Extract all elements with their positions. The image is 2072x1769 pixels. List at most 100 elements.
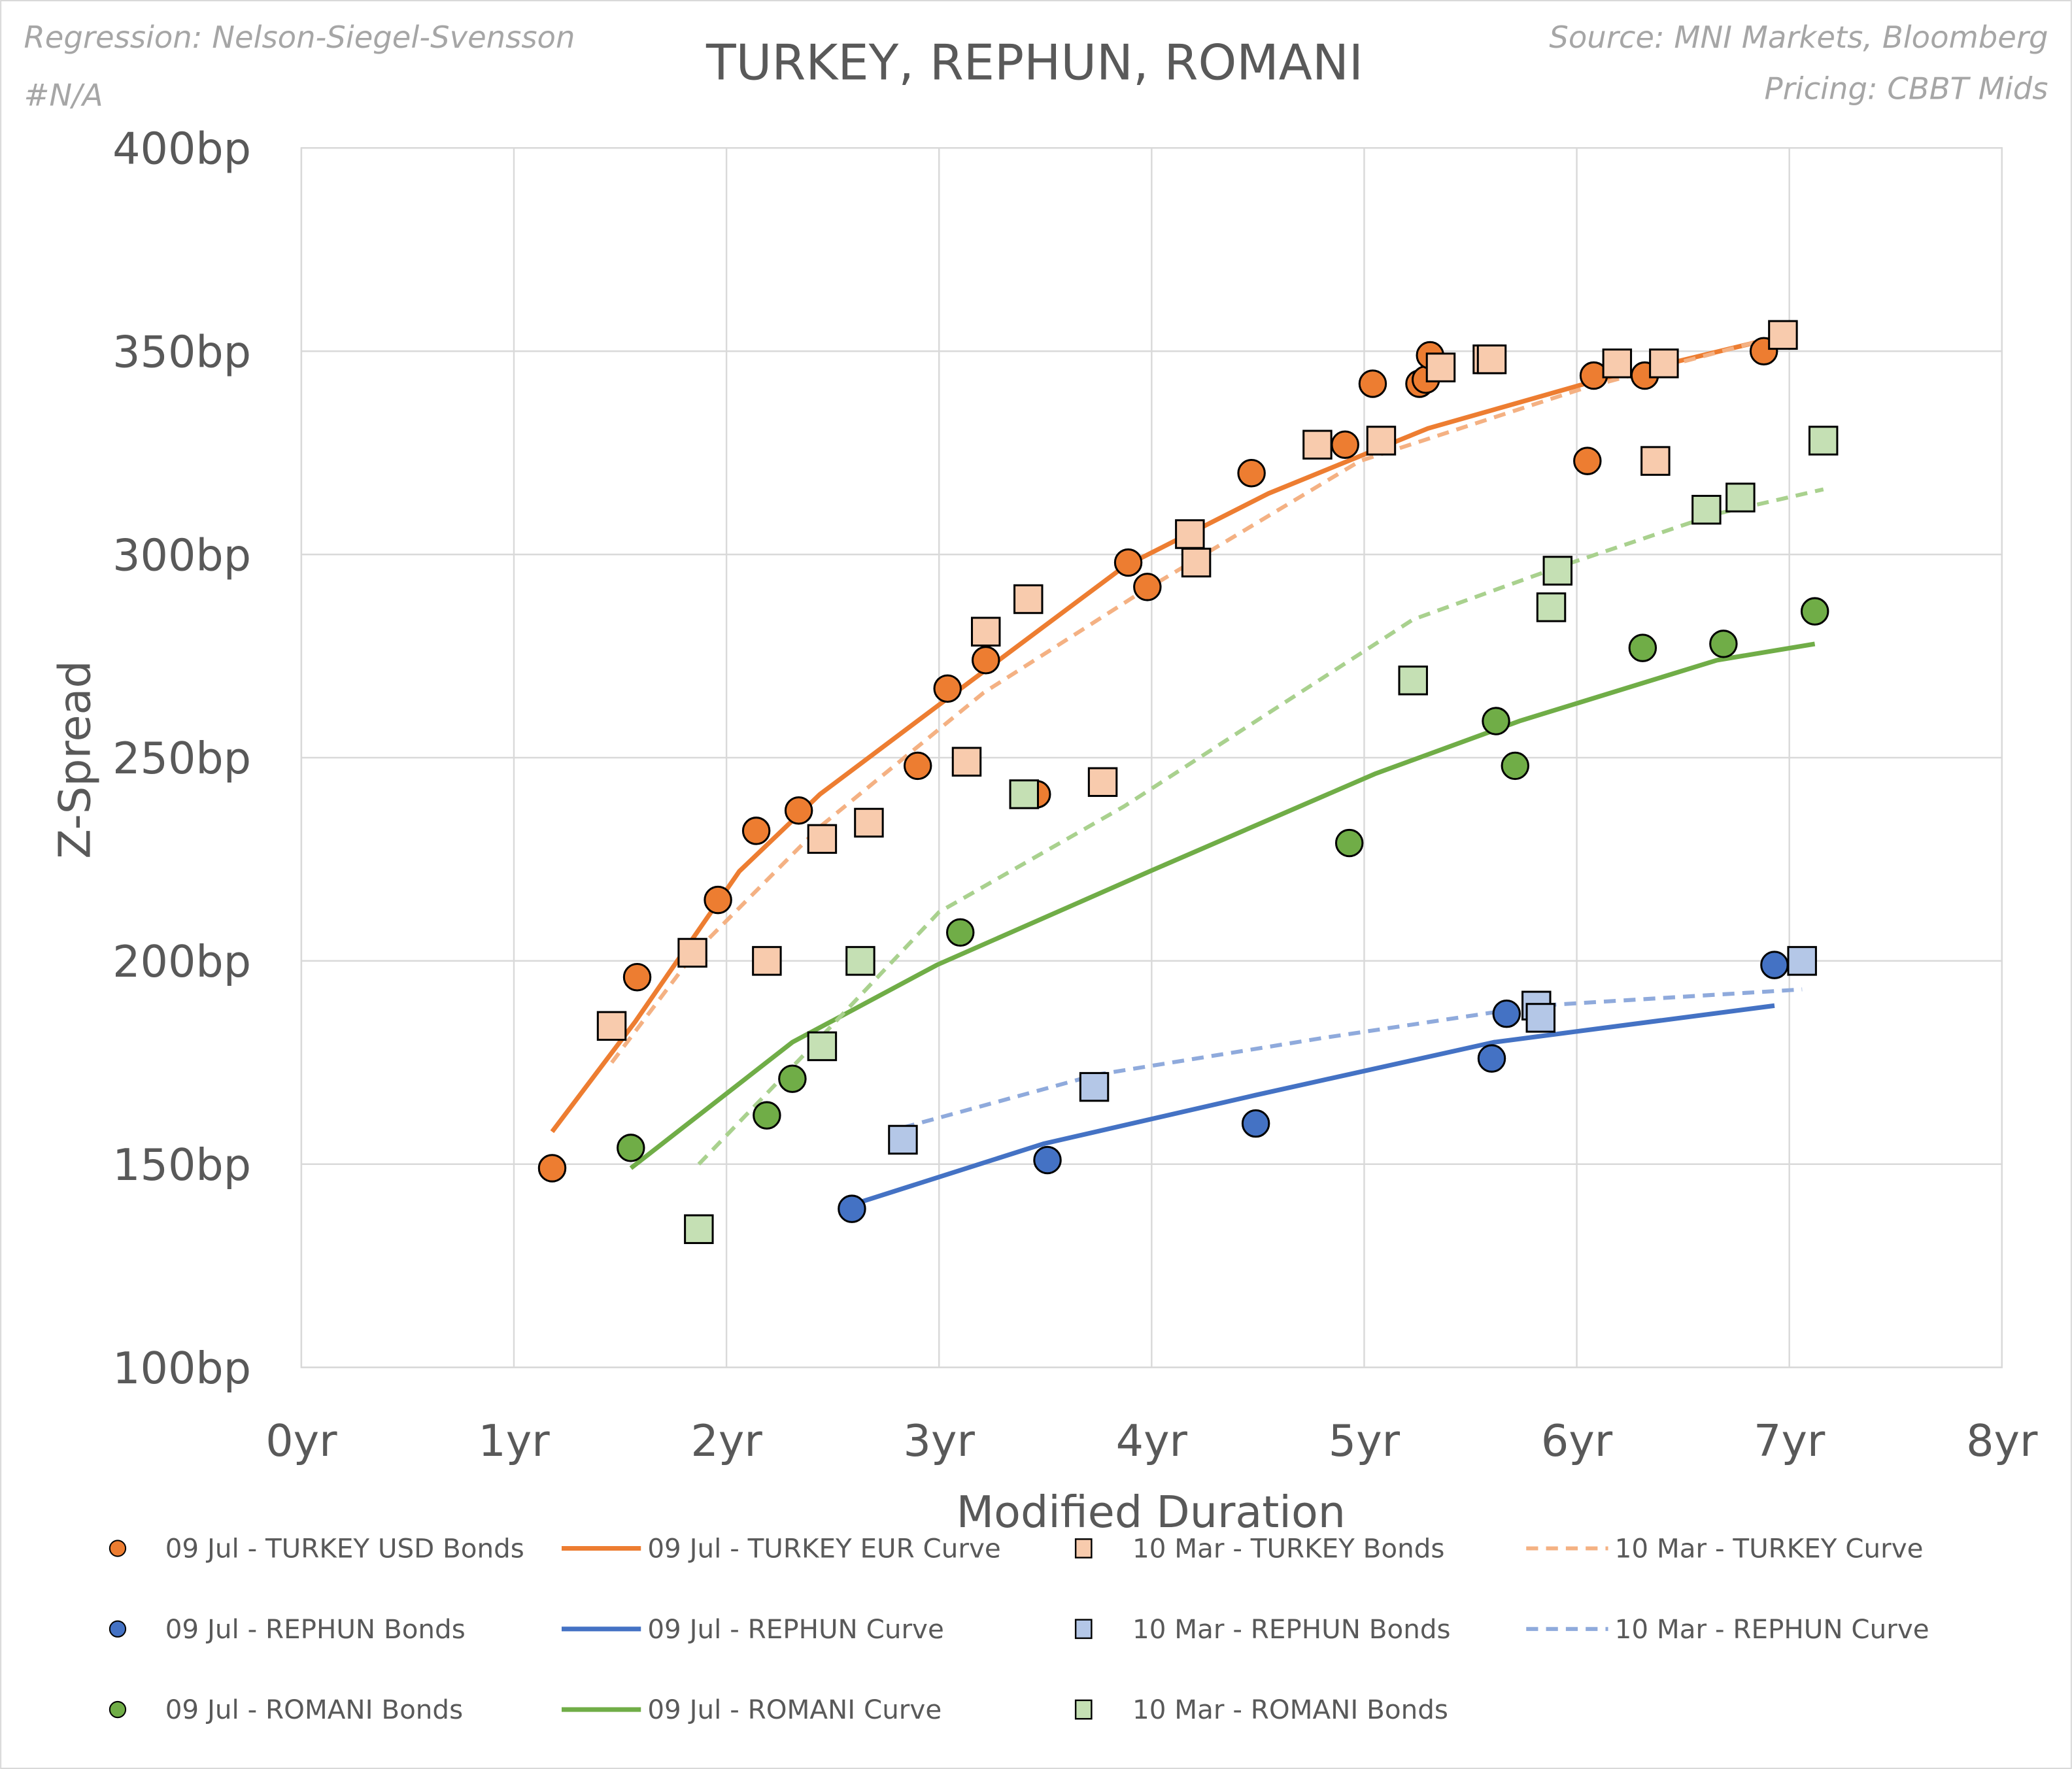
y-tick-label: 250bp bbox=[112, 733, 251, 784]
legend-label: 10 Mar - TURKEY Bonds bbox=[1132, 1533, 1444, 1564]
x-tick-label: 5yr bbox=[1329, 1415, 1401, 1466]
y-tick-label: 100bp bbox=[112, 1343, 251, 1394]
data-point-square bbox=[971, 616, 1001, 647]
legend-label: 09 Jul - REPHUN Curve bbox=[647, 1613, 944, 1645]
data-point bbox=[741, 817, 771, 845]
data-point-square bbox=[1079, 1071, 1110, 1102]
data-point bbox=[1331, 430, 1359, 459]
data-point-square bbox=[1525, 1003, 1556, 1033]
data-point-square bbox=[951, 747, 982, 777]
data-point bbox=[1482, 707, 1510, 735]
x-tick-label: 8yr bbox=[1966, 1415, 2038, 1466]
data-point bbox=[778, 1064, 807, 1093]
data-point bbox=[617, 1134, 645, 1162]
data-point-square bbox=[752, 946, 782, 976]
data-point-square bbox=[1536, 592, 1567, 622]
x-tick-label: 7yr bbox=[1754, 1415, 1826, 1466]
data-point bbox=[838, 1194, 866, 1223]
data-point bbox=[933, 674, 962, 703]
data-point-square bbox=[1787, 946, 1817, 976]
y-axis-title: Z-Spread bbox=[50, 660, 101, 858]
dashed-curve bbox=[610, 333, 1784, 1064]
data-point bbox=[784, 796, 813, 825]
x-tick-label: 2yr bbox=[690, 1415, 762, 1466]
data-point-square bbox=[596, 1011, 627, 1041]
data-point-square bbox=[1302, 430, 1333, 460]
data-point bbox=[1492, 999, 1521, 1028]
gridlines bbox=[300, 147, 2003, 1368]
tick-labels: 0yr 1yr 2yr 3yr 4yr 5yr 6yr 7yr 8yr 100bp 150bp 200… bbox=[112, 124, 2038, 1466]
data-point bbox=[1501, 751, 1529, 781]
data-point bbox=[1133, 573, 1162, 601]
y-tick-label: 300bp bbox=[112, 530, 251, 581]
data-point bbox=[753, 1101, 781, 1130]
legend-label: 09 Jul - ROMANI Curve bbox=[647, 1694, 942, 1725]
data-point-square bbox=[1181, 547, 1212, 578]
data-point-square bbox=[1398, 665, 1428, 696]
x-tick-label: 6yr bbox=[1541, 1415, 1613, 1466]
legend-label: 09 Jul - REPHUN Bonds bbox=[165, 1613, 466, 1645]
x-tick-label: 3yr bbox=[904, 1415, 976, 1466]
curve-line bbox=[629, 641, 1816, 1170]
data-point-square bbox=[1425, 352, 1456, 382]
data-point-square bbox=[1691, 494, 1722, 525]
y-tick-label: 350bp bbox=[112, 326, 251, 377]
data-point-square bbox=[845, 946, 875, 976]
data-point bbox=[1477, 1044, 1506, 1073]
data-point-square bbox=[1542, 556, 1573, 586]
data-point-square bbox=[1013, 584, 1044, 615]
data-point-square bbox=[1808, 426, 1839, 456]
data-point-square bbox=[1175, 519, 1205, 549]
chart-title: TURKEY, REPHUN, ROMANI bbox=[705, 34, 1363, 91]
data-point-square bbox=[1649, 348, 1679, 379]
dashed-curve bbox=[697, 487, 1824, 1166]
note-right-2: Pricing: CBBT Mids bbox=[1765, 71, 2048, 107]
legend-marker-square bbox=[1074, 1619, 1093, 1640]
note-left-1: Regression: Nelson-Siegel-Svensson bbox=[24, 20, 575, 55]
data-point-square bbox=[1640, 446, 1671, 476]
legend-label: 09 Jul - TURKEY USD Bonds bbox=[165, 1533, 524, 1564]
y-tick-label: 400bp bbox=[112, 124, 251, 175]
data-point bbox=[1241, 1109, 1270, 1138]
data-point bbox=[903, 751, 932, 781]
note-right-1: Source: MNI Markets, Bloomberg bbox=[1549, 20, 2048, 55]
data-point-square bbox=[1366, 426, 1397, 456]
legend-marker-circle bbox=[109, 1540, 127, 1557]
legend-marker-square bbox=[1074, 1538, 1093, 1558]
dashed-curve bbox=[902, 987, 1803, 1130]
x-tick-label: 1yr bbox=[478, 1415, 550, 1466]
data-point bbox=[1800, 597, 1829, 626]
data-point bbox=[537, 1154, 567, 1183]
data-point bbox=[622, 963, 652, 992]
data-point-square bbox=[888, 1124, 918, 1155]
legend: 09 Jul - TURKEY USD Bonds 09 Jul - TURKEY… bbox=[109, 1533, 1929, 1725]
data-point bbox=[1033, 1145, 1062, 1175]
data-point bbox=[704, 885, 732, 915]
data-point bbox=[1237, 459, 1266, 488]
data-point-square bbox=[1768, 320, 1798, 350]
data-point-square bbox=[854, 807, 884, 838]
data-point bbox=[1573, 446, 1602, 475]
data-point bbox=[1628, 633, 1657, 662]
data-point-square bbox=[1009, 779, 1039, 809]
note-left-2: #N/A bbox=[24, 78, 103, 113]
legend-label: 10 Mar - TURKEY Curve bbox=[1615, 1533, 1924, 1564]
data-point-square bbox=[1087, 767, 1118, 798]
data-point-square bbox=[807, 824, 838, 854]
legend-label: 09 Jul - TURKEY EUR Curve bbox=[647, 1533, 1000, 1564]
data-point-square bbox=[1602, 348, 1633, 379]
curve-line bbox=[851, 1003, 1775, 1207]
y-tick-label: 150bp bbox=[112, 1139, 251, 1190]
data-point bbox=[1760, 951, 1789, 979]
legend-marker-square bbox=[1074, 1699, 1093, 1720]
data-point bbox=[1358, 369, 1387, 398]
data-point-square bbox=[1725, 482, 1756, 513]
data-point bbox=[946, 918, 975, 947]
data-point-square bbox=[807, 1031, 838, 1062]
y-tick-label: 200bp bbox=[112, 936, 251, 987]
data-point bbox=[1113, 548, 1143, 577]
legend-label: 10 Mar - REPHUN Bonds bbox=[1132, 1613, 1451, 1645]
legend-label: 09 Jul - ROMANI Bonds bbox=[165, 1694, 463, 1725]
legend-label: 10 Mar - REPHUN Curve bbox=[1615, 1613, 1929, 1645]
